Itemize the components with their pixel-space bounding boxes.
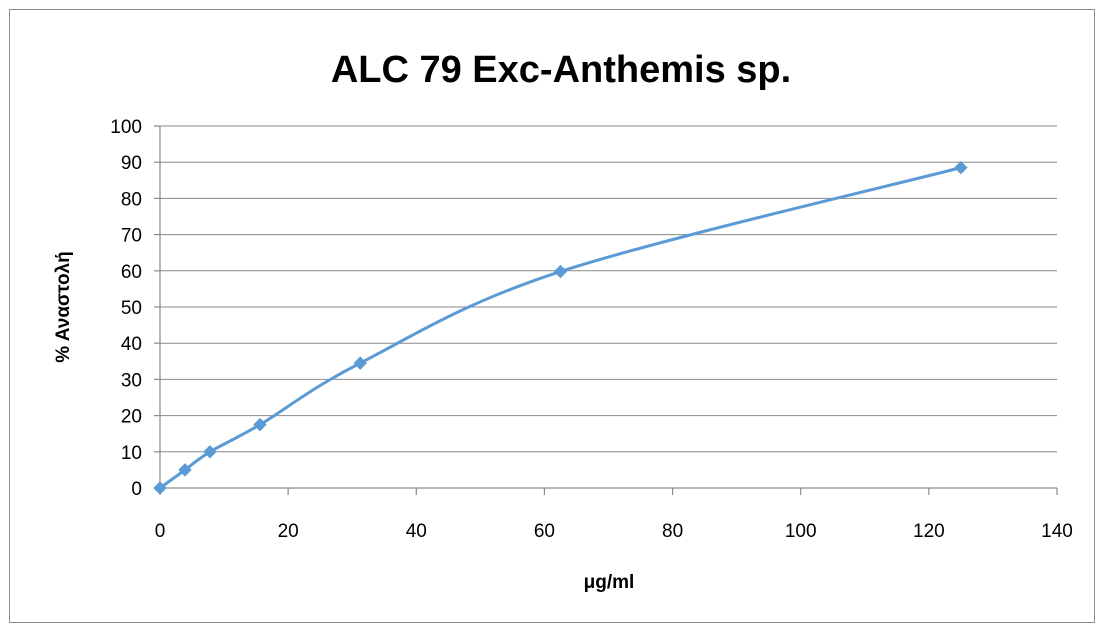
x-tick-label-60: 60: [534, 521, 555, 542]
y-tick-label-60: 60: [121, 262, 142, 283]
data-point-2: [203, 445, 217, 459]
x-tick-labels: 0 20 40 60 80 100 120 140: [155, 521, 1073, 542]
y-tick-label-50: 50: [121, 298, 142, 319]
data-point-4: [353, 356, 367, 370]
x-tick-label-0: 0: [155, 521, 166, 542]
chart-frame: [9, 9, 1095, 623]
x-tick-label-120: 120: [913, 521, 945, 542]
y-tick-label-10: 10: [121, 443, 142, 464]
x-tick-label-80: 80: [662, 521, 683, 542]
data-point-1: [178, 463, 192, 477]
y-tick-label-100: 100: [110, 117, 142, 138]
gridlines: [160, 125, 1057, 453]
data-point-6: [954, 160, 968, 175]
x-tick-label-20: 20: [278, 521, 299, 542]
y-tick-labels: 0 10 20 30 40 50 60 70 80 90 100: [110, 117, 142, 500]
y-tick-label-70: 70: [121, 226, 142, 247]
y-tick-label-80: 80: [121, 189, 142, 210]
y-tick-label-30: 30: [121, 370, 142, 391]
y-tick-label-90: 90: [121, 153, 142, 174]
data-series: [153, 160, 968, 495]
y-axis-title: % Αναστολή: [53, 251, 74, 362]
y-tick-label-20: 20: [121, 407, 142, 428]
axes: [154, 125, 1058, 495]
chart-title: ALC 79 Exc-Anthemis sp.: [331, 49, 791, 91]
x-tick-label-100: 100: [785, 521, 817, 542]
series-line: [159, 166, 962, 490]
x-tick-label-140: 140: [1041, 521, 1073, 542]
x-axis-title: μg/ml: [584, 572, 635, 593]
data-point-3: [253, 417, 267, 432]
x-tick-label-40: 40: [406, 521, 427, 542]
y-tick-label-40: 40: [121, 334, 142, 355]
y-tick-label-0: 0: [131, 479, 142, 500]
data-point-0: [153, 481, 167, 495]
data-point-5: [553, 264, 568, 279]
